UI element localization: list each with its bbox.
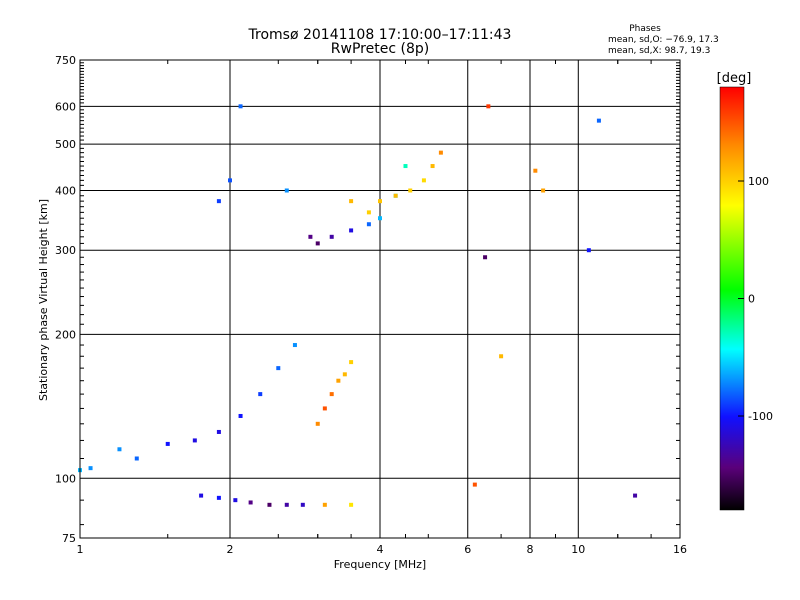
data-point bbox=[366, 222, 371, 227]
data-point bbox=[533, 168, 538, 173]
data-point bbox=[349, 360, 354, 365]
data-point bbox=[586, 248, 591, 253]
x-tick-label: 16 bbox=[673, 543, 687, 556]
data-point bbox=[421, 178, 426, 183]
data-point bbox=[233, 498, 238, 503]
data-point bbox=[284, 502, 289, 507]
data-point bbox=[349, 199, 354, 204]
data-point bbox=[300, 502, 305, 507]
data-point bbox=[292, 343, 297, 348]
data-point bbox=[216, 429, 221, 434]
data-point bbox=[366, 210, 371, 215]
data-point bbox=[430, 164, 435, 169]
stats-line-x: mean, sd,X: 98.7, 19.3 bbox=[608, 46, 710, 56]
data-point bbox=[378, 199, 382, 204]
data-point bbox=[596, 118, 601, 123]
x-tick-label: 10 bbox=[571, 543, 585, 556]
y-tick-label: 300 bbox=[55, 244, 76, 257]
data-point bbox=[342, 372, 347, 377]
data-point bbox=[315, 241, 320, 246]
tick-layer: 1 2 4 6 8 10 16 75 100 200 300 400 500 600 750 bbox=[55, 54, 687, 556]
y-tick-label: 75 bbox=[62, 532, 76, 545]
colorbar-tick-label: -100 bbox=[748, 410, 773, 423]
data-point bbox=[438, 150, 443, 155]
colorbar-ticks: 100 0 -100 bbox=[738, 175, 773, 423]
y-tick-label: 750 bbox=[55, 54, 76, 67]
data-point bbox=[483, 255, 488, 260]
data-point bbox=[541, 188, 546, 193]
data-point bbox=[88, 466, 93, 471]
data-point bbox=[238, 413, 243, 418]
data-point bbox=[472, 482, 477, 487]
x-tick-label: 6 bbox=[464, 543, 471, 556]
plot-frame bbox=[79, 59, 681, 539]
x-tick-label: 4 bbox=[377, 543, 384, 556]
y-axis-label: Stationary phase Virtual Height [km] bbox=[37, 199, 50, 401]
y-tick-label: 100 bbox=[55, 472, 76, 485]
data-point bbox=[329, 392, 334, 397]
y-tick-label: 400 bbox=[55, 184, 76, 197]
data-point bbox=[276, 366, 281, 371]
chart-subtitle: RwPretec (8p) bbox=[331, 41, 429, 57]
data-point bbox=[134, 456, 139, 461]
colorbar-label: [deg] bbox=[717, 71, 752, 86]
chart-title: Tromsø 20141108 17:10:00–17:11:43 bbox=[248, 27, 512, 43]
data-point bbox=[403, 164, 408, 169]
data-point bbox=[408, 188, 413, 193]
data-point bbox=[284, 188, 289, 193]
data-point bbox=[258, 392, 263, 397]
x-axis-label: Frequency [MHz] bbox=[334, 558, 426, 571]
data-points-layer bbox=[78, 104, 638, 507]
colorbar-tick-label: 100 bbox=[748, 175, 769, 188]
y-tick-label: 500 bbox=[55, 138, 76, 151]
data-point bbox=[378, 216, 382, 221]
data-point bbox=[192, 438, 197, 443]
data-point bbox=[248, 500, 253, 505]
data-point bbox=[499, 354, 504, 359]
grid-layer bbox=[80, 60, 680, 538]
data-point bbox=[633, 493, 638, 498]
data-point bbox=[322, 502, 327, 507]
data-point bbox=[199, 493, 204, 498]
data-point bbox=[486, 104, 491, 109]
data-point bbox=[349, 228, 354, 233]
data-point bbox=[117, 447, 122, 452]
data-point bbox=[349, 502, 354, 507]
stats-header: Phases bbox=[629, 24, 661, 34]
data-point bbox=[228, 178, 232, 183]
stats-line-o: mean, sd,O: −76.9, 17.3 bbox=[608, 35, 719, 45]
data-point bbox=[165, 441, 170, 446]
y-tick-label: 200 bbox=[55, 328, 76, 341]
data-point bbox=[336, 378, 341, 383]
data-point bbox=[267, 502, 272, 507]
data-point bbox=[393, 193, 398, 198]
data-point bbox=[308, 234, 313, 239]
data-point bbox=[238, 104, 243, 109]
x-tick-label: 2 bbox=[227, 543, 234, 556]
data-point bbox=[216, 199, 221, 204]
data-point bbox=[322, 406, 327, 411]
colorbar-tick-label: 0 bbox=[748, 293, 755, 306]
data-point bbox=[329, 234, 334, 239]
data-point bbox=[315, 421, 320, 426]
y-tick-label: 600 bbox=[55, 100, 76, 113]
data-point bbox=[216, 495, 221, 500]
x-tick-label: 1 bbox=[77, 543, 84, 556]
x-tick-label: 8 bbox=[527, 543, 534, 556]
